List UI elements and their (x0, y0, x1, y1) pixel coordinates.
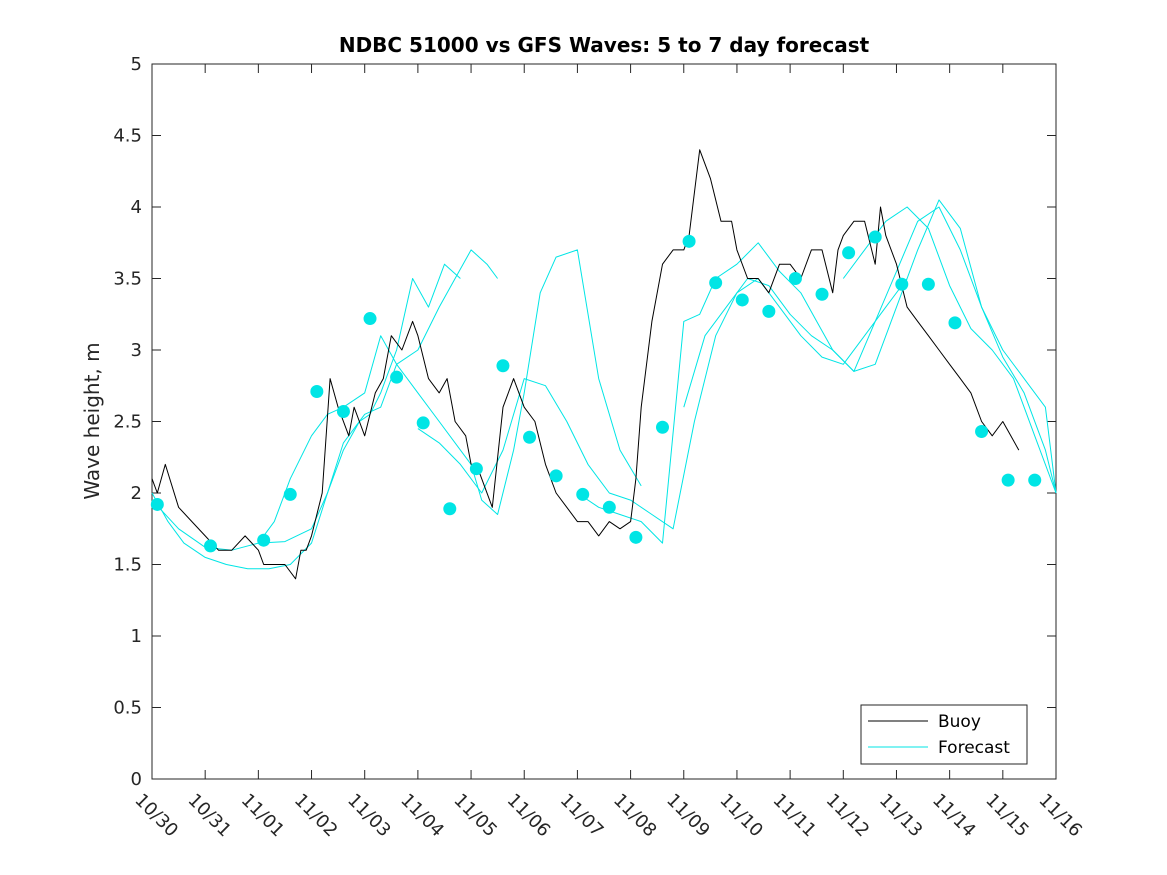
forecast-marker (921, 277, 935, 291)
forecast-marker (310, 384, 324, 398)
legend: Buoy Forecast (860, 704, 1028, 765)
y-tick-label: 4 (131, 197, 142, 218)
forecast-markers (150, 230, 1042, 553)
y-tick-label: 4.5 (113, 126, 142, 147)
forecast-marker (523, 430, 537, 444)
forecast-marker (815, 287, 829, 301)
y-tick-label: 2.5 (113, 412, 142, 433)
forecast-marker (443, 502, 457, 516)
legend-forecast-label: Forecast (938, 738, 1010, 758)
plot-frame (151, 63, 1057, 780)
forecast-line (417, 278, 908, 530)
forecast-marker (629, 530, 643, 544)
forecast-marker (709, 276, 723, 290)
forecast-marker (576, 487, 590, 501)
tick-marks (151, 63, 1057, 780)
forecast-marker (602, 500, 616, 514)
forecast-marker (390, 370, 404, 384)
forecast-marker (283, 487, 297, 501)
forecast-marker (1001, 473, 1015, 487)
forecast-marker (549, 469, 563, 483)
forecast-marker (1028, 473, 1042, 487)
y-tick-label: 0.5 (113, 698, 142, 719)
forecast-marker (762, 304, 776, 318)
buoy-line (151, 149, 1020, 580)
buoy-line-group (151, 149, 1020, 580)
forecast-marker (735, 293, 749, 307)
forecast-marker (975, 425, 989, 439)
forecast-marker (469, 462, 483, 476)
legend-buoy-label: Buoy (938, 712, 981, 732)
forecast-marker (150, 497, 164, 511)
y-tick-label: 2 (131, 483, 142, 504)
forecast-marker (203, 539, 217, 553)
y-tick-label: 5 (131, 54, 142, 75)
forecast-marker (257, 533, 271, 547)
forecast-marker (682, 234, 696, 248)
y-axis-label: Wave height, m (80, 342, 104, 499)
y-tick-label: 3 (131, 340, 142, 361)
plot-area (150, 63, 1057, 780)
y-tick-label: 0 (131, 769, 142, 790)
forecast-line (257, 249, 642, 544)
forecast-marker (363, 312, 377, 326)
forecast-marker (655, 420, 669, 434)
y-tick-label: 3.5 (113, 269, 142, 290)
legend-box (860, 704, 1028, 765)
forecast-marker (496, 359, 510, 373)
y-tick-label: 1 (131, 626, 142, 647)
y-tick-labels: 0 0.5 1 1.5 2 2.5 3 3.5 4 4.5 5 (113, 54, 142, 790)
y-tick-label: 1.5 (113, 555, 142, 576)
forecast-marker (842, 246, 856, 260)
forecast-marker (895, 277, 909, 291)
forecast-marker (788, 272, 802, 285)
forecast-marker (336, 404, 350, 418)
forecast-marker (416, 416, 430, 430)
forecast-marker (868, 230, 882, 244)
chart-title: NDBC 51000 vs GFS Waves: 5 to 7 day fore… (339, 33, 870, 57)
forecast-marker (948, 316, 962, 330)
